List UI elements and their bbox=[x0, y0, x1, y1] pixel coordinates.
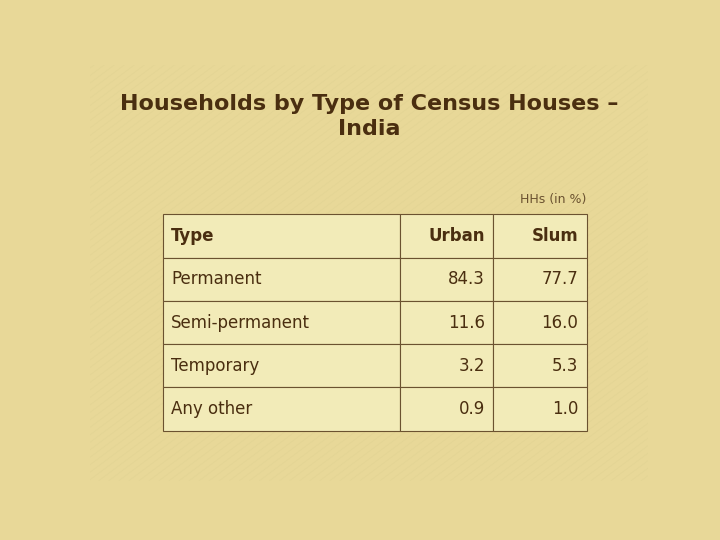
Bar bbox=[163, 388, 400, 431]
Bar bbox=[400, 344, 493, 388]
Text: 1.0: 1.0 bbox=[552, 400, 578, 418]
Text: 0.9: 0.9 bbox=[459, 400, 485, 418]
Text: 84.3: 84.3 bbox=[448, 271, 485, 288]
Bar bbox=[400, 388, 493, 431]
Bar bbox=[163, 258, 400, 301]
Text: Permanent: Permanent bbox=[171, 271, 261, 288]
Bar bbox=[493, 388, 587, 431]
Text: 77.7: 77.7 bbox=[541, 271, 578, 288]
Text: 11.6: 11.6 bbox=[448, 314, 485, 332]
Text: 5.3: 5.3 bbox=[552, 357, 578, 375]
Text: Urban: Urban bbox=[428, 227, 485, 245]
Text: Any other: Any other bbox=[171, 400, 252, 418]
Text: Semi-permanent: Semi-permanent bbox=[171, 314, 310, 332]
Bar bbox=[493, 301, 587, 344]
Text: Slum: Slum bbox=[531, 227, 578, 245]
Text: Households by Type of Census Houses –
India: Households by Type of Census Houses – In… bbox=[120, 94, 618, 139]
Text: HHs (in %): HHs (in %) bbox=[521, 193, 587, 206]
Bar bbox=[493, 214, 587, 258]
Bar bbox=[163, 214, 400, 258]
Text: Temporary: Temporary bbox=[171, 357, 259, 375]
Bar bbox=[493, 344, 587, 388]
Text: Type: Type bbox=[171, 227, 215, 245]
Bar bbox=[163, 301, 400, 344]
Bar bbox=[400, 258, 493, 301]
Bar bbox=[493, 258, 587, 301]
Bar bbox=[163, 344, 400, 388]
Text: 3.2: 3.2 bbox=[459, 357, 485, 375]
Bar bbox=[400, 301, 493, 344]
Text: 16.0: 16.0 bbox=[541, 314, 578, 332]
Bar bbox=[400, 214, 493, 258]
